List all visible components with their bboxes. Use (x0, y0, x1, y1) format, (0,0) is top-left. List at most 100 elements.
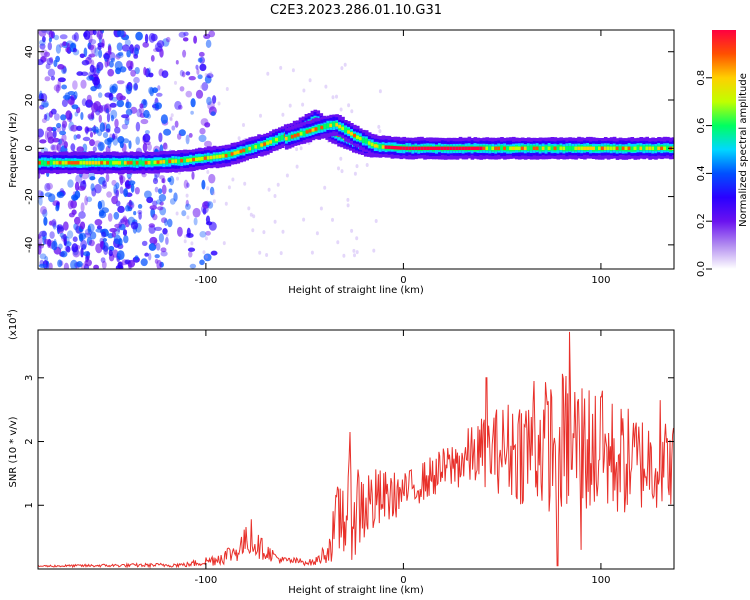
noise-blob (111, 96, 119, 102)
noise-blob (186, 182, 190, 188)
noise-blob (53, 34, 60, 41)
noise-blob (55, 204, 60, 212)
ridge-core (639, 146, 643, 150)
noise-blob (125, 84, 130, 89)
spectrogram-image (38, 30, 674, 269)
noise-blob (209, 71, 213, 76)
noise-blob (51, 218, 57, 228)
noise-blob (340, 66, 344, 71)
noise-blob (135, 121, 141, 132)
noise-blob (179, 86, 185, 92)
noise-blob (128, 199, 132, 207)
noise-blob (72, 236, 78, 242)
ridge-core (329, 123, 333, 128)
noise-blob (167, 218, 173, 228)
noise-blob (339, 107, 343, 112)
noise-blob (42, 36, 46, 43)
noise-blob (85, 126, 89, 135)
y-tick-label: 0 (24, 145, 35, 151)
noise-blob (243, 181, 247, 186)
noise-blob (350, 109, 354, 114)
ridge-core (488, 146, 492, 150)
ridge-core (311, 128, 316, 132)
noise-blob (295, 147, 299, 152)
noise-blob (119, 95, 126, 101)
noise-blob (122, 229, 128, 236)
noise-blob (46, 239, 52, 249)
ridge-core (373, 144, 378, 148)
noise-blob (154, 226, 163, 231)
noise-blob (97, 200, 103, 210)
noise-blob (86, 196, 93, 203)
noise-blob (169, 116, 173, 121)
noise-blob (247, 206, 251, 211)
noise-blob (128, 140, 132, 150)
noise-blob (58, 243, 63, 250)
ridge-core (500, 146, 504, 150)
ridge-core (245, 147, 249, 152)
noise-blob (183, 179, 189, 189)
ridge-core (547, 146, 552, 150)
ridge-core (239, 149, 244, 153)
noise-blob (128, 200, 134, 206)
noise-blob (346, 197, 350, 202)
noise-blob (67, 230, 74, 239)
ridge-core (356, 135, 360, 139)
ridge-core (296, 133, 301, 137)
noise-blob (51, 144, 59, 151)
noise-blob (162, 228, 168, 235)
noise-blob (89, 139, 95, 147)
colorbar-gradient (712, 30, 736, 269)
ridge-core (230, 152, 235, 156)
noise-blob (273, 194, 277, 198)
noise-blob (114, 118, 119, 128)
ridge-core (375, 144, 380, 149)
noise-blob (144, 252, 149, 257)
noise-blob (182, 37, 189, 42)
noise-blob (125, 108, 133, 116)
ridge-core (544, 146, 549, 150)
noise-blob (93, 264, 99, 269)
noise-blob (89, 64, 95, 73)
noise-blob (93, 101, 102, 111)
noise-blob (160, 250, 168, 257)
noise-blob (70, 259, 78, 269)
noise-blob (143, 66, 147, 76)
ridge-core (381, 145, 386, 149)
noise-blob (82, 179, 86, 185)
ridge-core (159, 160, 164, 164)
noise-blob (80, 112, 84, 120)
noise-blob (337, 166, 340, 171)
noise-blob (58, 138, 65, 146)
ridge-core (411, 146, 415, 150)
ridge-core (390, 145, 395, 150)
ridge-core (615, 146, 620, 150)
noise-blob (157, 85, 161, 91)
snr-series (38, 331, 674, 569)
noise-blob (73, 91, 78, 100)
noise-blob (288, 103, 292, 108)
noise-blob (165, 145, 169, 150)
noise-blob (301, 102, 305, 107)
ridge-core (520, 146, 525, 150)
noise-blob (108, 60, 114, 68)
ridge-core (257, 144, 261, 148)
ridge-core (512, 146, 516, 150)
noise-blob (106, 137, 114, 143)
noise-blob (161, 184, 167, 195)
noise-blob (80, 239, 87, 250)
noise-blob (158, 188, 163, 195)
noise-blob (138, 212, 142, 220)
ridge-core (541, 146, 546, 150)
ridge-core (335, 123, 339, 127)
noise-blob (319, 206, 323, 211)
noise-blob (48, 193, 56, 203)
noise-blob (193, 217, 198, 226)
ridge-core (290, 135, 295, 139)
ridge-core (446, 146, 451, 150)
noise-blob (44, 51, 50, 57)
noise-blob (142, 133, 151, 143)
ridge-core (580, 146, 584, 150)
ridge-core (38, 161, 42, 165)
noise-blob (94, 47, 99, 57)
